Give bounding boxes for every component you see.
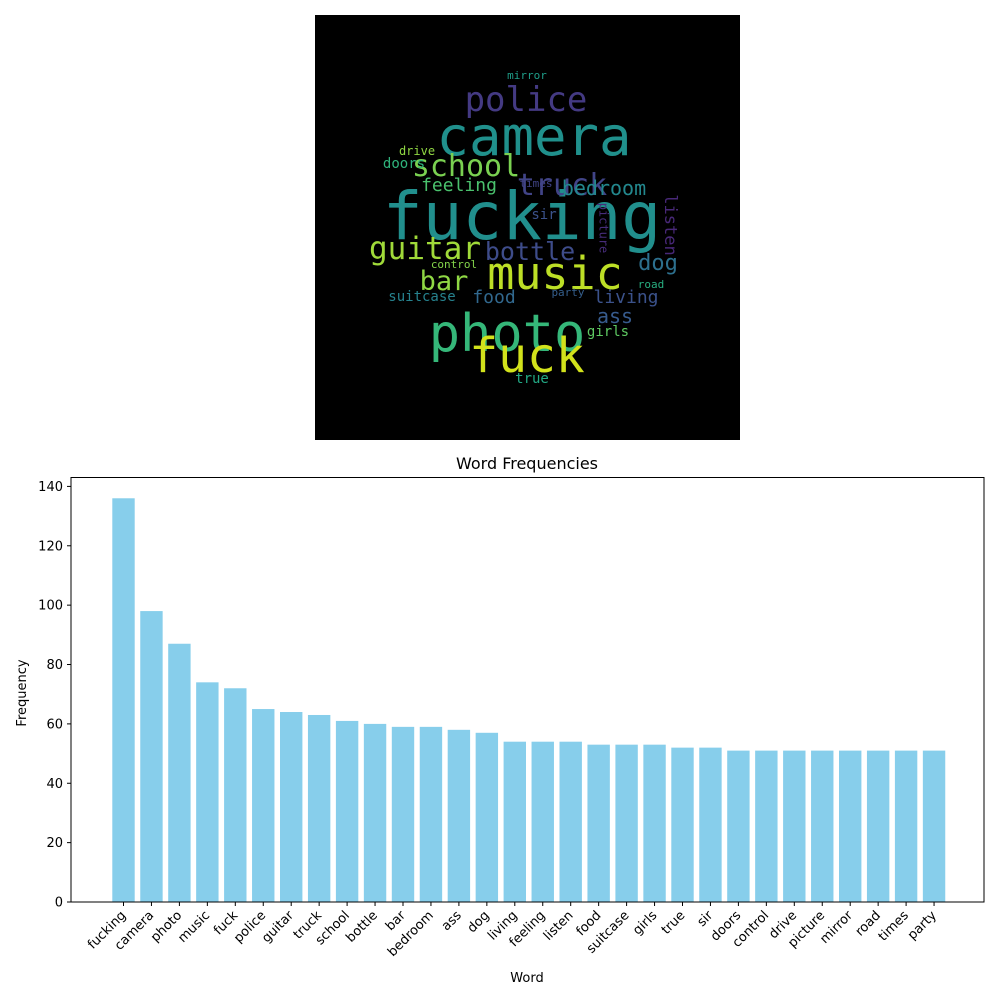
- x-axis-label: Word: [510, 971, 543, 986]
- plot-area: 020406080100120140fuckingcameraphotomusi…: [38, 480, 946, 960]
- y-tick-label: 80: [46, 658, 63, 673]
- bar-control: [755, 750, 778, 902]
- y-tick-label: 120: [38, 539, 63, 554]
- word-cloud-word: bedroom: [562, 176, 646, 200]
- bar-chart: Word Frequencies Frequency Word 0 20 40 60 8…: [15, 454, 985, 986]
- word-cloud-word: living: [593, 287, 658, 308]
- bar-truck: [307, 714, 331, 902]
- bar-music: [196, 682, 219, 902]
- word-cloud-word: fucking: [383, 178, 661, 255]
- word-cloud-word: guitar: [369, 231, 481, 267]
- word-cloud-word: photo: [429, 304, 586, 364]
- x-tick-label: bottle: [343, 908, 380, 945]
- chart-title: Word Frequencies: [456, 454, 598, 473]
- x-tick-label: true: [659, 908, 688, 937]
- x-tick-label: mirror: [817, 908, 856, 947]
- x-tick-label: music: [175, 908, 213, 946]
- bar-police: [252, 709, 275, 902]
- word-cloud-word: food: [472, 287, 515, 308]
- y-axis-label: Frequency: [15, 659, 30, 726]
- bar-mirror: [839, 750, 862, 902]
- bar-school: [335, 720, 359, 902]
- y-tick-label: 60: [46, 717, 63, 732]
- word-cloud-word: picture: [597, 203, 611, 254]
- word-cloud-word: true: [515, 371, 549, 387]
- bar-drive: [783, 750, 806, 902]
- word-cloud-background: [315, 15, 740, 440]
- word-cloud-word: mirror: [507, 69, 547, 82]
- word-cloud-word: sir: [531, 207, 556, 223]
- word-cloud-word: control: [431, 258, 477, 271]
- bar-bedroom: [419, 726, 443, 902]
- word-cloud-word: truck: [517, 168, 607, 203]
- y-tick-label: 20: [46, 836, 63, 851]
- bar-fuck: [224, 688, 247, 902]
- y-tick-label: 140: [38, 480, 63, 495]
- bar-party: [922, 750, 946, 902]
- word-cloud-word: drive: [399, 144, 435, 158]
- bar-food: [587, 744, 610, 902]
- word-cloud-word: bottle: [485, 237, 575, 266]
- bar-road: [866, 750, 890, 902]
- word-cloud-word: girls: [587, 324, 629, 340]
- word-cloud-word: listen: [660, 194, 680, 255]
- bar-times: [894, 750, 918, 902]
- word-cloud-word: dog: [638, 251, 678, 276]
- bar-picture: [811, 750, 834, 902]
- word-cloud-word: school: [412, 149, 520, 184]
- word-cloud-word: feeling: [421, 175, 497, 196]
- bar-true: [671, 747, 694, 902]
- bar-photo: [168, 643, 191, 902]
- word-cloud-word: music: [487, 247, 622, 300]
- word-cloud-word: ass: [597, 304, 633, 328]
- bar-suitcase: [615, 744, 638, 902]
- word-cloud-word: police: [465, 80, 588, 120]
- bar-feeling: [531, 741, 554, 902]
- bar-ass: [447, 729, 471, 902]
- word-cloud-word: road: [638, 278, 665, 291]
- bar-camera: [140, 611, 163, 902]
- y-tick-label: 0: [55, 896, 63, 911]
- x-tick-label: times: [876, 908, 912, 944]
- word-cloud-word: suitcase: [388, 289, 455, 305]
- bar-living: [503, 741, 526, 902]
- x-tick-label: guitar: [259, 908, 297, 946]
- word-cloud-word: camera: [436, 105, 631, 168]
- bar-dog: [475, 732, 499, 902]
- y-tick-label: 100: [38, 599, 63, 614]
- word-cloud-word: doors: [383, 156, 425, 172]
- bar-bar: [391, 726, 415, 902]
- bar-fucking: [112, 498, 135, 902]
- word-cloud-word: times: [519, 177, 552, 190]
- bar-sir: [699, 747, 722, 902]
- word-cloud-word: bar: [420, 266, 469, 297]
- y-tick-label: 40: [46, 777, 63, 792]
- bar-doors: [727, 750, 750, 902]
- x-tick-label: listen: [541, 908, 577, 944]
- x-tick-label: sir: [695, 908, 717, 930]
- bar-girls: [643, 744, 666, 902]
- x-tick-label: party: [905, 908, 940, 943]
- x-tick-label: ass: [439, 908, 465, 934]
- x-tick-label: girls: [630, 908, 660, 938]
- word-cloud-word: fuck: [469, 328, 585, 384]
- bar-bottle: [363, 723, 387, 902]
- bar-listen: [559, 741, 582, 902]
- word-cloud-word: party: [551, 286, 584, 299]
- bar-guitar: [280, 712, 303, 902]
- plot-frame: [70, 477, 985, 903]
